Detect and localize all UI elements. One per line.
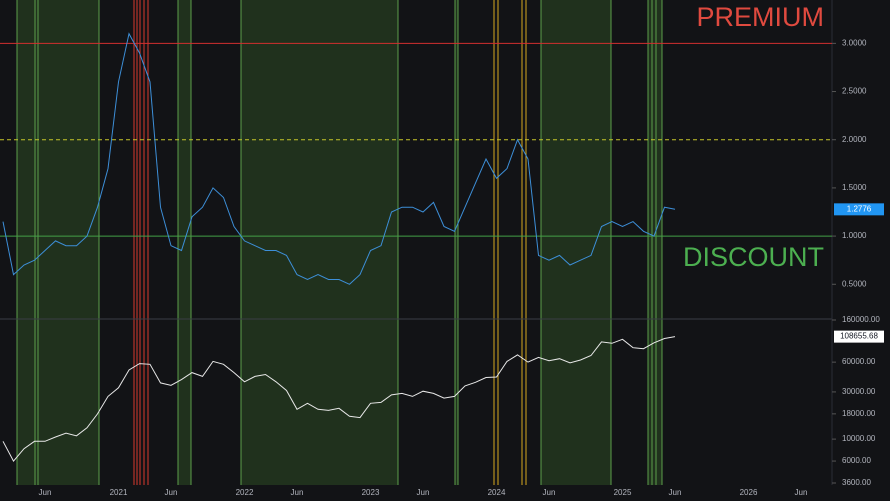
y-tick-label: 30000.00 [842, 387, 876, 396]
zones [16, 0, 663, 485]
y-tick-label: 3600.00 [842, 478, 871, 487]
x-tick-label: 2021 [110, 488, 128, 497]
x-tick-label: Jun [417, 488, 430, 497]
x-tick-label: 2022 [236, 488, 254, 497]
y-tick-label: 6000.00 [842, 456, 871, 465]
zone [241, 0, 398, 485]
x-tick-label: Jun [165, 488, 178, 497]
y-tick-label: 18000.00 [842, 409, 876, 418]
y-tick-label: 60000.00 [842, 357, 876, 366]
x-tick-label: Jun [795, 488, 808, 497]
x-tick-label: Jun [291, 488, 304, 497]
y-tick-label: 1.0000 [842, 231, 867, 240]
x-tick-label: Jun [543, 488, 556, 497]
y-tick-label: 10000.00 [842, 434, 876, 443]
x-tick-label: Jun [669, 488, 682, 497]
last-value-badge [834, 203, 884, 216]
zone [455, 0, 458, 485]
zone [648, 0, 662, 485]
y-tick-label: 3.0000 [842, 38, 867, 47]
y-tick-label: 2.5000 [842, 87, 867, 96]
y-tick-label: 2.0000 [842, 135, 867, 144]
last-value-label: 1.2776 [847, 204, 872, 213]
y-tick-label: 1.5000 [842, 183, 867, 192]
last-value-badge [834, 330, 884, 343]
last-value-label: 108655.68 [840, 332, 878, 341]
annotation: PREMIUM [697, 2, 825, 32]
annotation: DISCOUNT [683, 242, 824, 272]
y-tick-label: 160000.00 [842, 315, 880, 324]
data-line [2, 336, 676, 462]
x-tick-label: 2024 [488, 488, 506, 497]
x-tick-label: 2026 [740, 488, 758, 497]
zone [541, 0, 611, 485]
x-tick-label: 2025 [614, 488, 632, 497]
x-tick-label: Jun [39, 488, 52, 497]
y-tick-label: 0.5000 [842, 279, 867, 288]
x-tick-label: 2023 [362, 488, 380, 497]
data-line [2, 32, 676, 285]
